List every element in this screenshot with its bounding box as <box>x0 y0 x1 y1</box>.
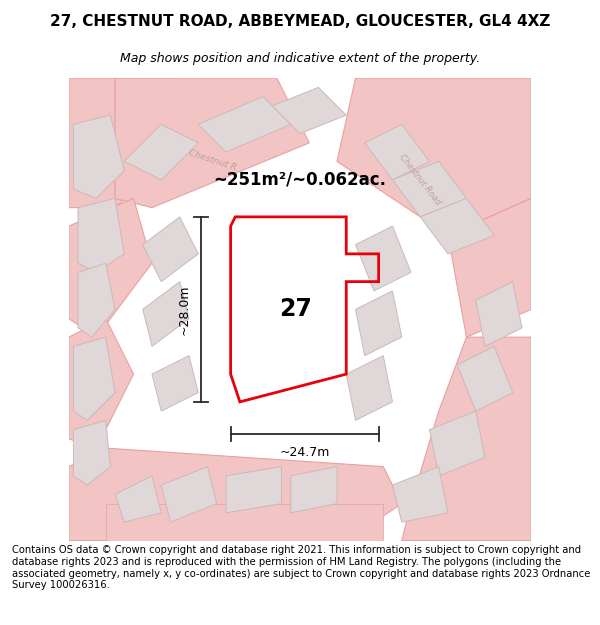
Polygon shape <box>161 467 217 522</box>
Polygon shape <box>272 88 346 134</box>
Polygon shape <box>78 198 124 272</box>
Text: 27, CHESTNUT ROAD, ABBEYMEAD, GLOUCESTER, GL4 4XZ: 27, CHESTNUT ROAD, ABBEYMEAD, GLOUCESTER… <box>50 14 550 29</box>
Polygon shape <box>430 411 485 476</box>
Polygon shape <box>420 198 494 254</box>
Text: Contains OS data © Crown copyright and database right 2021. This information is : Contains OS data © Crown copyright and d… <box>12 545 590 590</box>
Polygon shape <box>115 78 309 208</box>
Polygon shape <box>143 282 189 346</box>
Polygon shape <box>476 282 522 346</box>
Polygon shape <box>346 356 392 421</box>
Polygon shape <box>152 356 198 411</box>
Polygon shape <box>106 504 383 541</box>
Polygon shape <box>69 319 133 448</box>
Polygon shape <box>226 467 281 513</box>
Polygon shape <box>402 337 531 541</box>
Text: Map shows position and indicative extent of the property.: Map shows position and indicative extent… <box>120 52 480 65</box>
Polygon shape <box>143 217 198 282</box>
Polygon shape <box>355 226 411 291</box>
Polygon shape <box>124 124 198 180</box>
Polygon shape <box>78 263 115 337</box>
Polygon shape <box>73 115 124 198</box>
Polygon shape <box>198 97 291 152</box>
Polygon shape <box>392 161 467 217</box>
Polygon shape <box>291 467 337 513</box>
Polygon shape <box>448 198 531 337</box>
Polygon shape <box>337 78 531 236</box>
Text: ~251m²/~0.062ac.: ~251m²/~0.062ac. <box>214 171 386 189</box>
Polygon shape <box>115 476 161 522</box>
Polygon shape <box>69 78 198 208</box>
Polygon shape <box>457 346 513 411</box>
Text: Chestnut R...: Chestnut R... <box>188 148 246 175</box>
Polygon shape <box>355 291 402 356</box>
Polygon shape <box>73 421 110 485</box>
Polygon shape <box>73 337 115 421</box>
Polygon shape <box>392 467 448 522</box>
Polygon shape <box>69 198 152 337</box>
Polygon shape <box>365 124 430 180</box>
Text: 27: 27 <box>279 298 312 321</box>
Text: ~28.0m: ~28.0m <box>178 284 191 334</box>
Polygon shape <box>69 448 402 541</box>
Text: Chestnut Road: Chestnut Road <box>398 152 443 207</box>
Text: ~24.7m: ~24.7m <box>280 446 330 459</box>
